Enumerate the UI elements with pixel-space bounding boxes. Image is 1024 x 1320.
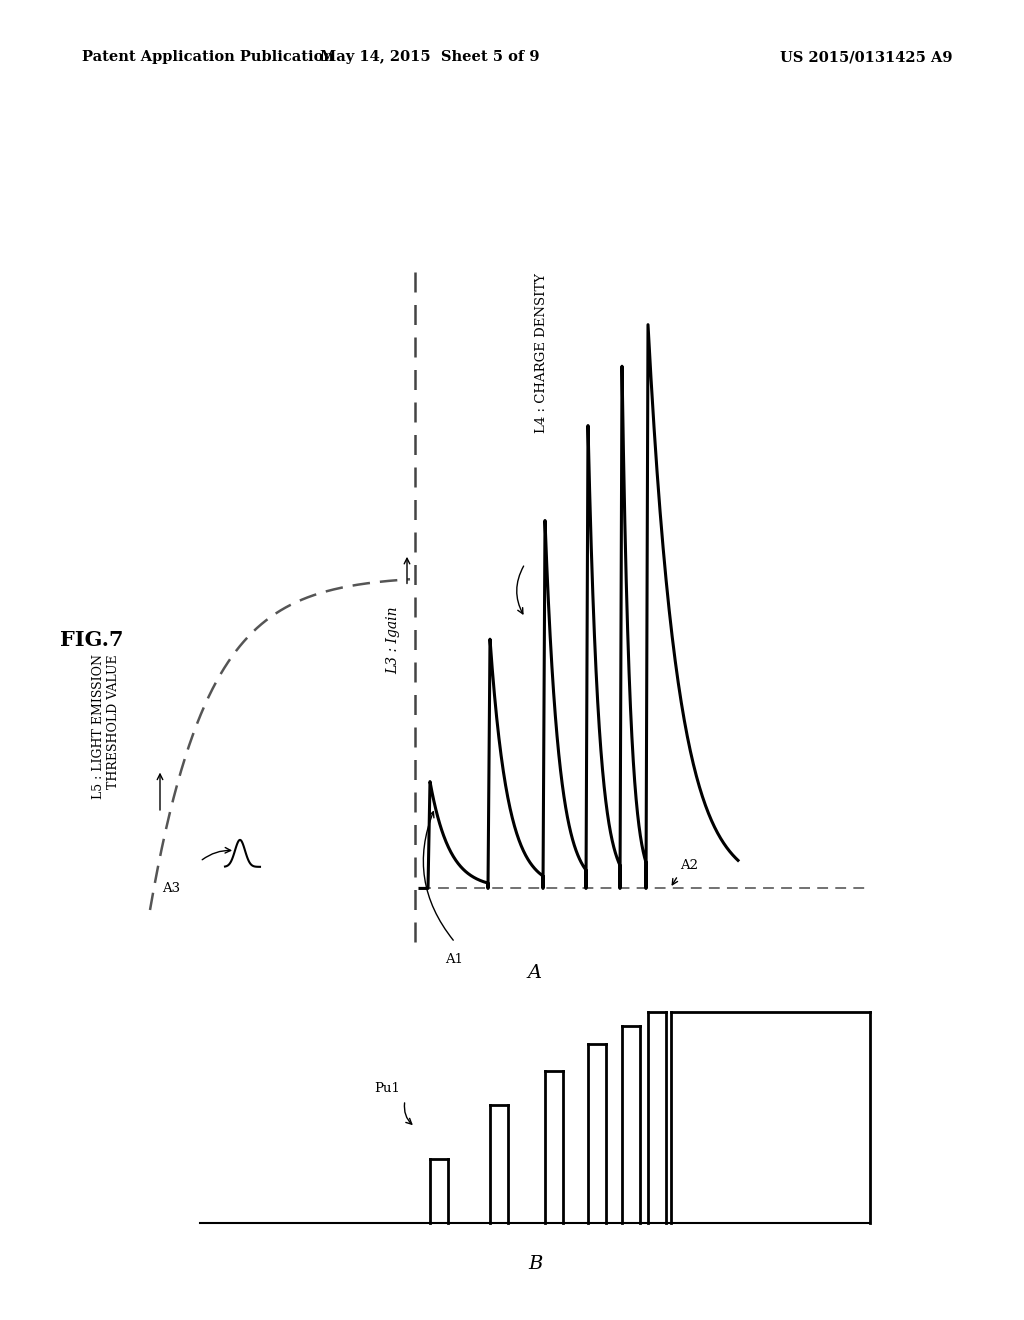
- Text: L4 : CHARGE DENSITY: L4 : CHARGE DENSITY: [535, 273, 548, 433]
- Text: FIG.7: FIG.7: [60, 630, 124, 651]
- Text: Patent Application Publication: Patent Application Publication: [82, 50, 334, 65]
- Text: A2: A2: [680, 859, 698, 873]
- Text: Pu1: Pu1: [374, 1081, 400, 1094]
- Text: US 2015/0131425 A9: US 2015/0131425 A9: [780, 50, 952, 65]
- Text: L5 : LIGHT EMISSION
THRESHOLD VALUE: L5 : LIGHT EMISSION THRESHOLD VALUE: [92, 655, 120, 799]
- Text: A3: A3: [162, 882, 180, 895]
- Text: B: B: [527, 1255, 542, 1274]
- Text: A1: A1: [445, 953, 463, 966]
- Text: A: A: [528, 964, 542, 982]
- Text: L3 : Igain: L3 : Igain: [386, 606, 400, 675]
- Text: May 14, 2015  Sheet 5 of 9: May 14, 2015 Sheet 5 of 9: [321, 50, 540, 65]
